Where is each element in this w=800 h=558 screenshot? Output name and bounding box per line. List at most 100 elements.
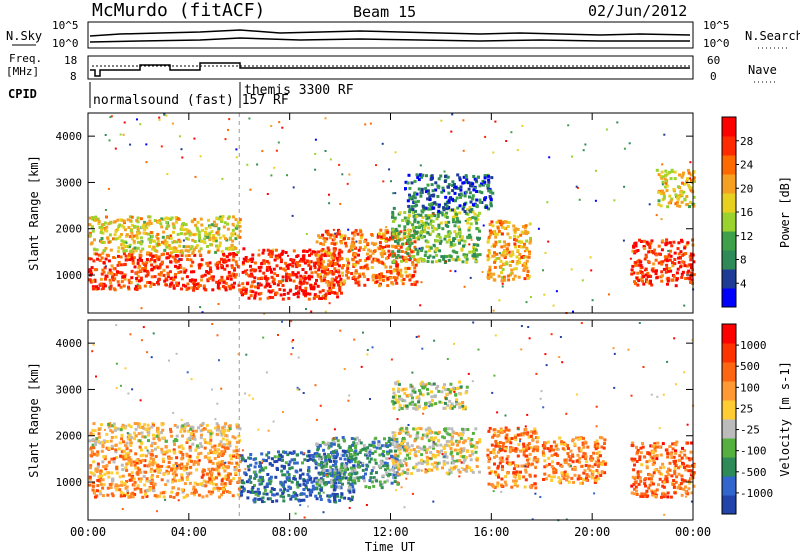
heatmap-cell [126,242,128,244]
heatmap-cell [129,219,132,222]
heatmap-cell [257,286,260,289]
heatmap-cell [677,247,680,250]
heatmap-cell [113,267,116,270]
heatmap-cell [407,433,410,436]
heatmap-cell [320,489,323,492]
heatmap-cell [322,441,325,444]
heatmap-cell [448,444,451,447]
heatmap-cell [231,240,234,243]
heatmap-cell [326,281,329,284]
heatmap-cell [403,459,406,462]
heatmap-cell [163,495,166,498]
heatmap-cell [409,449,412,452]
heatmap-cell [526,260,529,263]
heatmap-cell [205,481,208,484]
heatmap-cell [269,255,272,258]
heatmap-cell [264,489,267,492]
heatmap-cell [391,236,394,239]
heatmap-cell [445,260,447,262]
heatmap-cell [322,243,325,246]
heatmap-cell [168,457,171,460]
heatmap-cell [128,473,131,476]
heatmap-cell [680,239,683,242]
heatmap-cell [415,428,418,431]
heatmap-cell [288,479,291,482]
heatmap-cell [181,148,183,150]
heatmap-cell [115,444,118,447]
heatmap-cell [649,203,651,205]
heatmap-cell [229,454,232,457]
heatmap-cell [166,225,169,228]
heatmap-cell [152,434,155,437]
heatmap-cell [96,454,99,457]
heatmap-cell [375,164,377,166]
heatmap-cell [452,462,455,465]
heatmap-cell [131,471,134,474]
heatmap-cell [347,237,350,240]
heatmap-cell [528,256,531,259]
heatmap-cell [172,284,175,287]
heatmap-cell [448,199,451,202]
heatmap-cell [280,294,283,297]
heatmap-cell [153,483,156,486]
heatmap-cell [101,237,104,240]
heatmap-cell [170,261,173,264]
heatmap-cell [391,468,394,471]
heatmap-cell [677,241,680,244]
heatmap-cell [496,482,499,485]
heatmap-cell [430,233,432,235]
heatmap-cell [670,199,673,202]
heatmap-cell [391,459,394,462]
heatmap-cell [392,260,395,263]
heatmap-cell [124,263,127,266]
heatmap-cell [210,492,213,495]
heatmap-cell [488,236,491,239]
heatmap-cell [288,263,291,266]
heatmap-cell [304,277,307,280]
heatmap-cell [200,436,203,439]
heatmap-cell [454,449,457,452]
heatmap-cell [505,434,508,437]
heatmap-cell [115,487,118,490]
heatmap-cell [289,451,292,454]
heatmap-cell [322,295,324,297]
freq-trace [90,63,690,76]
heatmap-cell [254,262,257,265]
heatmap-cell [666,242,669,245]
heatmap-cell [431,260,434,263]
heatmap-cell [284,451,287,454]
heatmap-cell [502,268,505,271]
heatmap-cell [217,473,220,476]
heatmap-cell [102,478,105,481]
heatmap-cell [356,442,359,445]
heatmap-cell [511,260,514,263]
heatmap-cell [690,263,693,266]
heatmap-cell [382,275,385,278]
heatmap-cell [146,270,149,273]
heatmap-cell [475,249,478,252]
heatmap-cell [503,240,506,243]
heatmap-cell [464,240,467,243]
heatmap-cell [101,450,104,453]
heatmap-cell [257,277,260,280]
heatmap-cell [212,483,215,486]
heatmap-cell [259,269,262,272]
heatmap-cell [266,493,269,496]
heatmap-cell [624,148,626,150]
heatmap-cell [341,173,343,175]
velocity-heatmap [89,320,696,521]
heatmap-cell [498,299,500,301]
heatmap-cell [487,277,490,280]
heatmap-cell [190,264,193,267]
heatmap-cell [417,236,420,239]
heatmap-cell [185,223,188,226]
heatmap-cell [222,215,225,218]
heatmap-cell [169,283,172,286]
heatmap-cell [500,265,503,268]
heatmap-cell [307,450,310,453]
heatmap-cell [514,482,517,485]
heatmap-cell [462,208,465,211]
heatmap-cell [120,271,123,274]
heatmap-cell [531,463,534,466]
heatmap-cell [362,475,365,478]
